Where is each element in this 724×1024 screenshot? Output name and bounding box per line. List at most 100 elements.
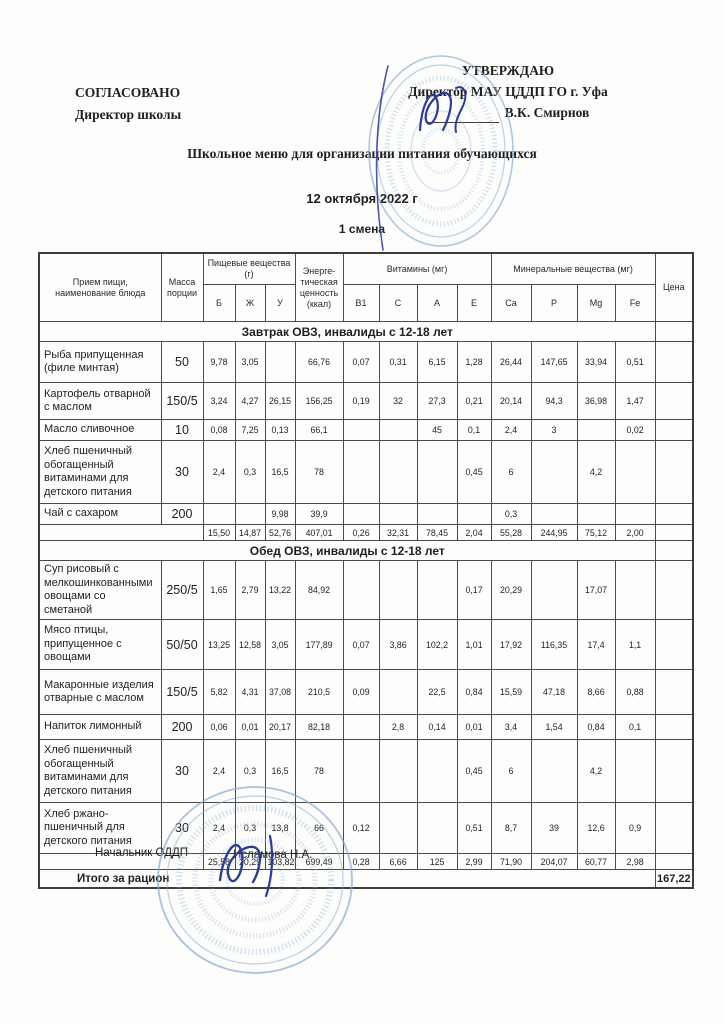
dish-value bbox=[378, 503, 418, 525]
dish-price bbox=[654, 669, 694, 715]
dish-value bbox=[342, 714, 380, 740]
table-body: Завтрак ОВЗ, инвалиды с 12-18 лет Рыба пр… bbox=[38, 321, 694, 889]
dish-row: Хлеб пшеничный обогащенный витаминами дл… bbox=[38, 739, 694, 803]
col-header-protein: Б bbox=[202, 284, 236, 322]
col-header-carbs: У bbox=[264, 284, 296, 322]
dish-value bbox=[576, 503, 616, 525]
dish-value: 0,13 bbox=[264, 419, 296, 441]
dish-value: 1,65 bbox=[202, 560, 236, 620]
dish-value: 4,2 bbox=[576, 440, 616, 504]
col-header-vitamin-e: Е bbox=[456, 284, 492, 322]
dish-value: 13,25 bbox=[202, 619, 236, 670]
dish-value: 3,05 bbox=[234, 341, 266, 383]
dish-value: 20,17 bbox=[264, 714, 296, 740]
dish-value: 13,8 bbox=[264, 802, 296, 854]
dish-value: 2,4 bbox=[202, 802, 236, 854]
dish-value: 0,3 bbox=[490, 503, 532, 525]
section-header-row: Обед ОВЗ, инвалиды с 12-18 лет bbox=[38, 540, 694, 561]
dish-value: 0,19 bbox=[342, 382, 380, 420]
dish-value: 26,15 bbox=[264, 382, 296, 420]
dish-value: 9,78 bbox=[202, 341, 236, 383]
dish-price bbox=[654, 341, 694, 383]
dish-value: 17,92 bbox=[490, 619, 532, 670]
total-value: 2,99 bbox=[456, 853, 492, 870]
dish-mass: 50 bbox=[160, 341, 204, 383]
dish-value bbox=[264, 341, 296, 383]
total-value: 244,95 bbox=[530, 524, 578, 541]
total-value: 125 bbox=[416, 853, 458, 870]
dish-value: 0,3 bbox=[234, 802, 266, 854]
dish-mass: 150/5 bbox=[160, 669, 204, 715]
table-header: Прием пищи, наименование блюда Масса пор… bbox=[38, 252, 694, 322]
dish-value: 0,12 bbox=[342, 802, 380, 854]
dish-value: 36,98 bbox=[576, 382, 616, 420]
col-header-meal: Прием пищи, наименование блюда bbox=[38, 252, 162, 322]
dish-value: 0,14 bbox=[416, 714, 458, 740]
dish-value: 20,29 bbox=[490, 560, 532, 620]
dish-price bbox=[654, 382, 694, 420]
total-value: 32,31 bbox=[378, 524, 418, 541]
dish-value bbox=[530, 739, 578, 803]
dish-value: 37,08 bbox=[264, 669, 296, 715]
dish-row: Мясо птицы, припущенное с овощами 50/50 13… bbox=[38, 619, 694, 670]
dish-name: Хлеб пшеничный обогащенный витаминами дл… bbox=[38, 440, 162, 504]
dish-row: Масло сливочное 10 0,08 7,25 0,13 66,1 45 0,1 2,… bbox=[38, 419, 694, 441]
dish-value: 20,14 bbox=[490, 382, 532, 420]
dish-value: 0,1 bbox=[614, 714, 656, 740]
dish-value: 12,6 bbox=[576, 802, 616, 854]
dish-value: 147,65 bbox=[530, 341, 578, 383]
dish-value: 0,01 bbox=[456, 714, 492, 740]
dish-value bbox=[416, 802, 458, 854]
dish-mass: 30 bbox=[160, 739, 204, 803]
dish-value: 94,3 bbox=[530, 382, 578, 420]
dish-row: Рыба припущенная (филе минтая) 50 9,78 3,05… bbox=[38, 341, 694, 383]
dish-value bbox=[530, 560, 578, 620]
dish-value: 15,59 bbox=[490, 669, 532, 715]
dish-value: 32 bbox=[378, 382, 418, 420]
dish-mass: 10 bbox=[160, 419, 204, 441]
dish-value: 6,15 bbox=[416, 341, 458, 383]
dish-value: 0,9 bbox=[614, 802, 656, 854]
dish-value bbox=[614, 560, 656, 620]
dish-value: 3 bbox=[530, 419, 578, 441]
dish-value bbox=[614, 503, 656, 525]
dish-value: 0,17 bbox=[456, 560, 492, 620]
dish-value: 33,94 bbox=[576, 341, 616, 383]
dish-mass: 250/5 bbox=[160, 560, 204, 620]
footer-person-name: Исламова Н.А. bbox=[233, 849, 313, 861]
total-value: 75,12 bbox=[576, 524, 616, 541]
dish-value: 4,27 bbox=[234, 382, 266, 420]
dish-value: 0,01 bbox=[234, 714, 266, 740]
dish-row: Напиток лимонный 200 0,06 0,01 20,17 82,18 2,8… bbox=[38, 714, 694, 740]
dish-value: 3,4 bbox=[490, 714, 532, 740]
dish-value bbox=[378, 440, 418, 504]
total-value: 2,04 bbox=[456, 524, 492, 541]
total-value: 407,01 bbox=[294, 524, 344, 541]
dish-value: 22,5 bbox=[416, 669, 458, 715]
dish-name: Мясо птицы, припущенное с овощами bbox=[38, 619, 162, 670]
dish-value: 47,18 bbox=[530, 669, 578, 715]
dish-row: Картофель отварной с маслом 150/5 3,24 4,27… bbox=[38, 382, 694, 420]
section-totals-row: 15,50 14,87 52,76 407,01 0,26 32,31 78,45 2,04 5… bbox=[38, 524, 694, 541]
footer-position: Начальник ОДДП bbox=[95, 847, 189, 859]
dish-value: 210,5 bbox=[294, 669, 344, 715]
col-header-mg: Mg bbox=[576, 284, 616, 322]
dish-value bbox=[342, 739, 380, 803]
dish-value: 0,31 bbox=[378, 341, 418, 383]
dish-value bbox=[342, 503, 380, 525]
dish-mass: 200 bbox=[160, 714, 204, 740]
dish-value: 0,02 bbox=[614, 419, 656, 441]
dish-value: 7,25 bbox=[234, 419, 266, 441]
dish-value: 39,9 bbox=[294, 503, 344, 525]
approved-label: УТВЕРЖДАЮ bbox=[461, 63, 555, 78]
dish-value: 13,22 bbox=[264, 560, 296, 620]
dish-value: 6 bbox=[490, 739, 532, 803]
dish-value: 116,35 bbox=[530, 619, 578, 670]
total-value: 52,76 bbox=[264, 524, 296, 541]
col-header-vitamin-a: А bbox=[416, 284, 458, 322]
dish-value bbox=[378, 802, 418, 854]
section-price-cell bbox=[654, 321, 694, 342]
dish-value: 0,51 bbox=[456, 802, 492, 854]
dish-name: Макаронные изделия отварные с маслом bbox=[38, 669, 162, 715]
